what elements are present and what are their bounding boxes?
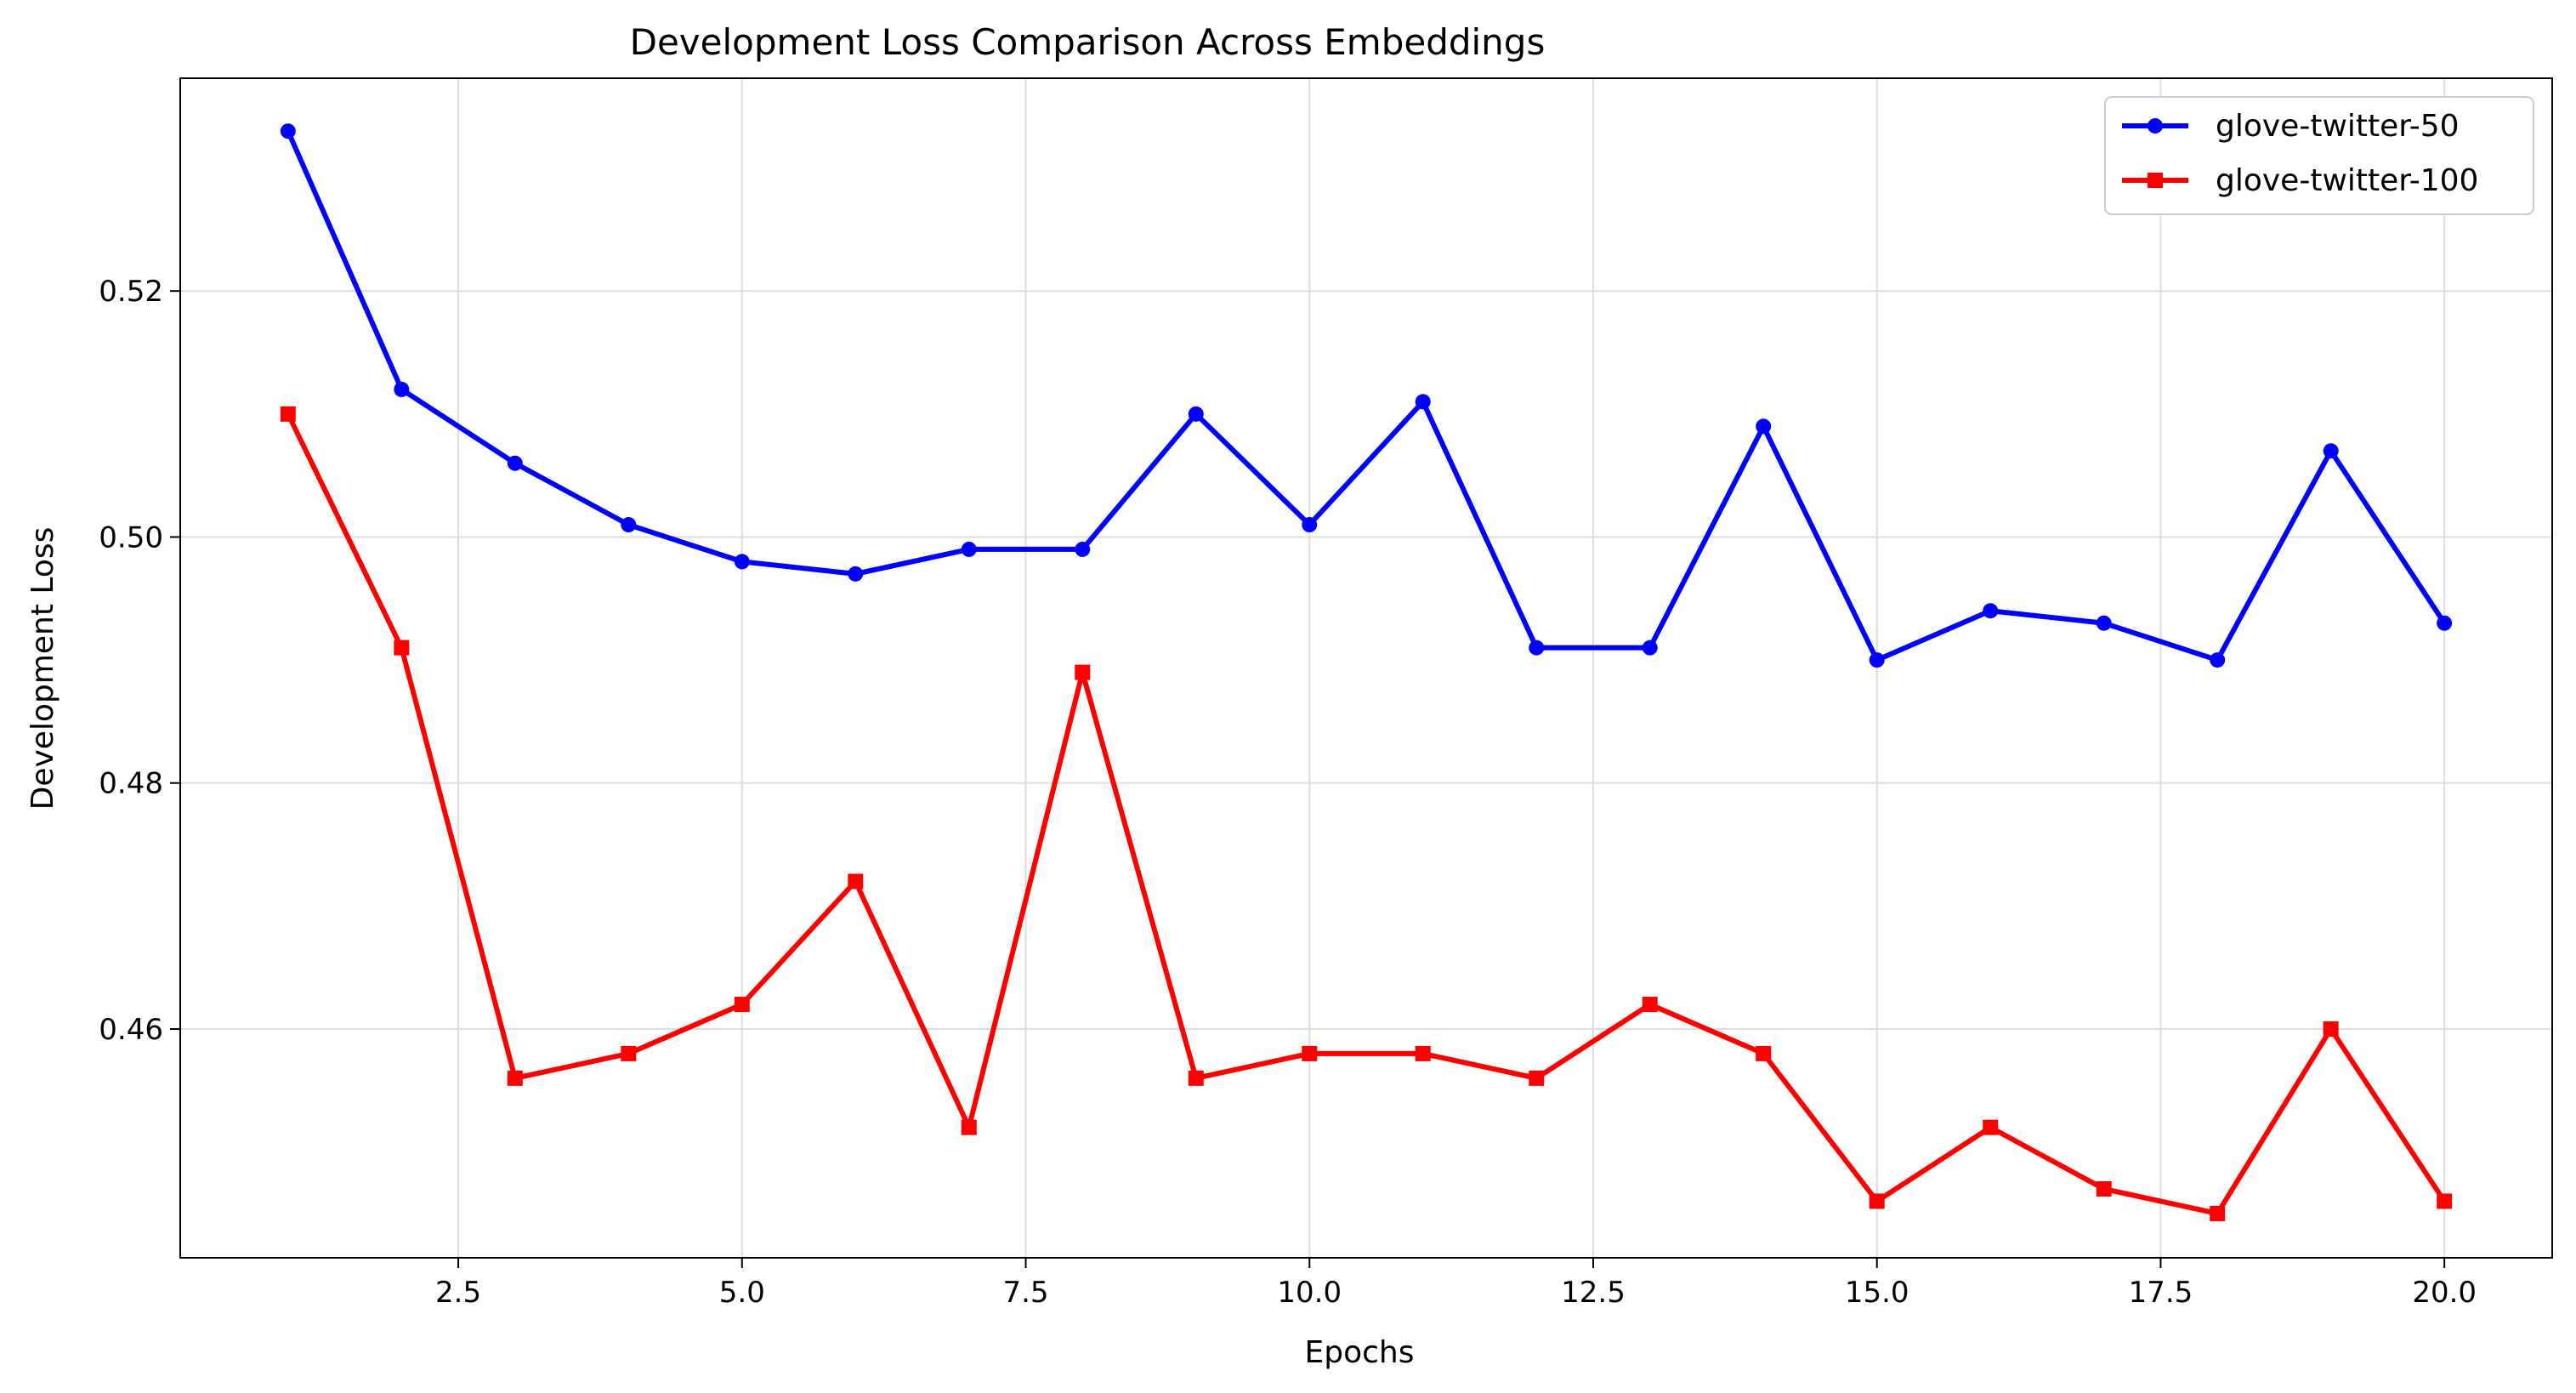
point-glove-twitter-100-5 — [734, 997, 750, 1013]
point-glove-twitter-100-15 — [1869, 1193, 1885, 1209]
legend: glove-twitter-50 glove-twitter-100 — [2104, 96, 2534, 215]
legend-marker-glove-twitter-50 — [2148, 118, 2163, 134]
point-glove-twitter-100-16 — [1983, 1119, 1999, 1135]
point-glove-twitter-100-1 — [280, 406, 296, 422]
point-glove-twitter-100-19 — [2323, 1021, 2339, 1037]
point-glove-twitter-50-3 — [507, 455, 523, 471]
point-glove-twitter-50-17 — [2096, 615, 2112, 631]
point-glove-twitter-100-8 — [1075, 664, 1091, 680]
series-line-glove-twitter-50 — [285, 128, 2448, 663]
point-glove-twitter-50-12 — [1529, 640, 1545, 656]
legend-label-glove-twitter-50: glove-twitter-50 — [2216, 109, 2460, 144]
x-tick-label-1: 5.0 — [719, 1276, 765, 1310]
point-glove-twitter-50-16 — [1983, 603, 1999, 619]
point-glove-twitter-100-10 — [1302, 1045, 1318, 1061]
grid — [180, 78, 2552, 1258]
legend-label-glove-twitter-100: glove-twitter-100 — [2216, 163, 2478, 198]
point-glove-twitter-50-7 — [961, 541, 977, 557]
x-tick-label-7: 20.0 — [2412, 1276, 2477, 1310]
point-glove-twitter-50-15 — [1869, 652, 1885, 668]
point-glove-twitter-100-4 — [621, 1045, 637, 1061]
y-tick-label-2: 0.50 — [99, 520, 163, 554]
point-glove-twitter-50-19 — [2323, 443, 2339, 459]
point-glove-twitter-50-5 — [734, 554, 750, 570]
point-glove-twitter-100-9 — [1188, 1070, 1204, 1086]
point-glove-twitter-50-18 — [2210, 652, 2226, 668]
x-tick-label-5: 15.0 — [1845, 1276, 1909, 1310]
x-tick-label-6: 17.5 — [2129, 1276, 2193, 1310]
y-tick-label-0: 0.46 — [99, 1013, 163, 1047]
y-tick-label-3: 0.52 — [99, 275, 163, 309]
point-glove-twitter-100-2 — [394, 640, 410, 656]
plot-frame — [179, 77, 2553, 1259]
point-glove-twitter-100-14 — [1756, 1045, 1772, 1061]
legend-item-glove-twitter-100: glove-twitter-100 — [2122, 163, 2478, 198]
series-markers — [280, 123, 2453, 1221]
point-glove-twitter-50-9 — [1188, 406, 1204, 422]
point-glove-twitter-50-13 — [1642, 640, 1658, 656]
point-glove-twitter-50-11 — [1415, 394, 1431, 410]
point-glove-twitter-50-8 — [1075, 541, 1091, 557]
series-lines — [285, 128, 2448, 1216]
point-glove-twitter-50-2 — [394, 381, 410, 397]
point-glove-twitter-100-17 — [2096, 1181, 2112, 1197]
x-tick-label-2: 7.5 — [1002, 1276, 1048, 1310]
legend-box — [2104, 96, 2534, 215]
point-glove-twitter-50-1 — [280, 123, 296, 139]
legend-item-glove-twitter-50: glove-twitter-50 — [2122, 109, 2460, 144]
point-glove-twitter-100-7 — [961, 1119, 977, 1135]
x-tick-label-0: 2.5 — [435, 1276, 481, 1310]
point-glove-twitter-100-18 — [2210, 1205, 2226, 1221]
point-glove-twitter-100-6 — [848, 873, 864, 890]
point-glove-twitter-100-12 — [1529, 1070, 1545, 1086]
axes: 2.5 5.0 7.5 10.0 12.5 15.0 17.5 20.0 0.46 0.48 0.5… — [99, 77, 2553, 1310]
x-tick-label-4: 12.5 — [1561, 1276, 1626, 1310]
point-glove-twitter-100-20 — [2437, 1193, 2453, 1209]
point-glove-twitter-100-11 — [1415, 1045, 1431, 1061]
point-glove-twitter-50-4 — [621, 517, 637, 533]
y-axis-label: Development Loss — [26, 527, 60, 810]
legend-marker-glove-twitter-100 — [2148, 173, 2163, 188]
point-glove-twitter-100-13 — [1642, 997, 1658, 1013]
series-line-glove-twitter-100 — [285, 411, 2448, 1216]
point-glove-twitter-50-6 — [848, 566, 864, 582]
y-tick-label-1: 0.48 — [99, 767, 163, 801]
chart-title: Development Loss Comparison Across Embed… — [630, 21, 1546, 63]
point-glove-twitter-100-3 — [507, 1070, 523, 1086]
x-axis-label: Epochs — [1305, 1335, 1415, 1370]
point-glove-twitter-50-10 — [1302, 517, 1318, 533]
point-glove-twitter-50-14 — [1756, 418, 1772, 435]
x-tick-label-3: 10.0 — [1277, 1276, 1342, 1310]
point-glove-twitter-50-20 — [2437, 615, 2453, 631]
